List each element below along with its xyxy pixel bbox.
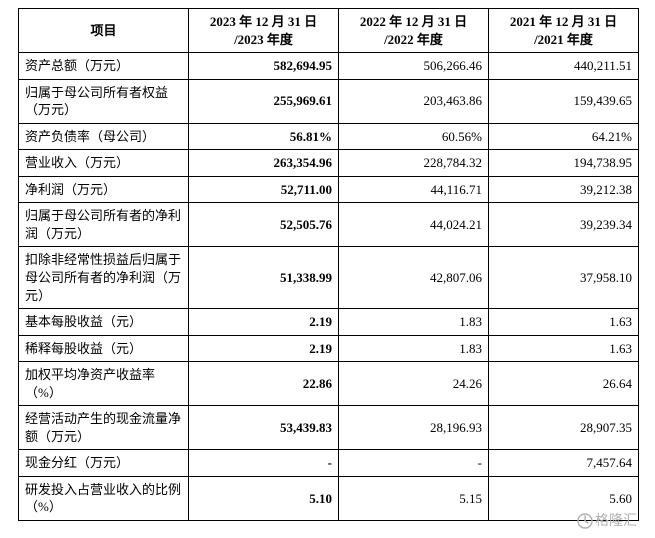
row-value: 7,457.64 [489, 450, 639, 477]
row-value: 26.64 [489, 362, 639, 406]
header-col-2022-line2: /2022 年度 [384, 32, 443, 47]
header-col-2021-line2: /2021 年度 [534, 32, 593, 47]
row-value: 53,439.83 [189, 406, 339, 450]
row-value: 2.19 [189, 335, 339, 362]
row-value: 1.63 [489, 335, 639, 362]
row-value: 39,212.38 [489, 176, 639, 203]
table-row: 现金分红（万元）--7,457.64 [19, 450, 639, 477]
header-col-2021-line1: 2021 年 12 月 31 日 [510, 14, 617, 29]
row-value: 506,266.46 [339, 53, 489, 80]
row-value: 263,354.96 [189, 150, 339, 177]
row-value: 5.10 [189, 476, 339, 520]
table-row: 经营活动产生的现金流量净额（万元）53,439.8328,196.9328,90… [19, 406, 639, 450]
row-value: 2.19 [189, 309, 339, 336]
header-col-2023: 2023 年 12 月 31 日 /2023 年度 [189, 9, 339, 53]
row-value: 24.26 [339, 362, 489, 406]
row-value: 44,024.21 [339, 203, 489, 247]
row-value: 28,907.35 [489, 406, 639, 450]
row-value: - [189, 450, 339, 477]
header-row: 项目 2023 年 12 月 31 日 /2023 年度 2022 年 12 月… [19, 9, 639, 53]
header-item: 项目 [19, 9, 189, 53]
table-row: 扣除非经常性损益后归属于母公司所有者的净利润（万元）51,338.9942,80… [19, 247, 639, 309]
row-value: - [339, 450, 489, 477]
row-value: 64.21% [489, 123, 639, 150]
row-value: 1.83 [339, 309, 489, 336]
row-value: 37,958.10 [489, 247, 639, 309]
row-label: 研发投入占营业收入的比例（%） [19, 476, 189, 520]
row-label: 营业收入（万元） [19, 150, 189, 177]
row-label: 扣除非经常性损益后归属于母公司所有者的净利润（万元） [19, 247, 189, 309]
header-col-2023-line1: 2023 年 12 月 31 日 [210, 14, 317, 29]
header-col-2022-line1: 2022 年 12 月 31 日 [360, 14, 467, 29]
table-row: 归属于母公司所有者的净利润（万元）52,505.7644,024.2139,23… [19, 203, 639, 247]
row-value: 440,211.51 [489, 53, 639, 80]
row-value: 39,239.34 [489, 203, 639, 247]
row-value: 5.60 [489, 476, 639, 520]
row-value: 60.56% [339, 123, 489, 150]
table-row: 归属于母公司所有者权益（万元）255,969.61203,463.86159,4… [19, 79, 639, 123]
table-row: 基本每股收益（元）2.191.831.63 [19, 309, 639, 336]
table-row: 净利润（万元）52,711.0044,116.7139,212.38 [19, 176, 639, 203]
row-value: 28,196.93 [339, 406, 489, 450]
row-label: 基本每股收益（元） [19, 309, 189, 336]
table-row: 资产负债率（母公司）56.81%60.56%64.21% [19, 123, 639, 150]
row-value: 255,969.61 [189, 79, 339, 123]
row-value: 56.81% [189, 123, 339, 150]
row-value: 5.15 [339, 476, 489, 520]
header-col-2021: 2021 年 12 月 31 日 /2021 年度 [489, 9, 639, 53]
row-label: 资产总额（万元） [19, 53, 189, 80]
table-body: 资产总额（万元）582,694.95506,266.46440,211.51归属… [19, 53, 639, 521]
row-value: 1.63 [489, 309, 639, 336]
header-col-2022: 2022 年 12 月 31 日 /2022 年度 [339, 9, 489, 53]
row-label: 归属于母公司所有者的净利润（万元） [19, 203, 189, 247]
row-value: 44,116.71 [339, 176, 489, 203]
row-value: 51,338.99 [189, 247, 339, 309]
row-value: 42,807.06 [339, 247, 489, 309]
table-row: 资产总额（万元）582,694.95506,266.46440,211.51 [19, 53, 639, 80]
row-label: 加权平均净资产收益率（%） [19, 362, 189, 406]
financial-table: 项目 2023 年 12 月 31 日 /2023 年度 2022 年 12 月… [18, 8, 639, 521]
row-label: 经营活动产生的现金流量净额（万元） [19, 406, 189, 450]
row-value: 228,784.32 [339, 150, 489, 177]
row-value: 52,711.00 [189, 176, 339, 203]
header-col-2023-line2: /2023 年度 [234, 32, 293, 47]
row-label: 净利润（万元） [19, 176, 189, 203]
row-value: 194,738.95 [489, 150, 639, 177]
row-value: 203,463.86 [339, 79, 489, 123]
table-row: 研发投入占营业收入的比例（%）5.105.155.60 [19, 476, 639, 520]
row-label: 归属于母公司所有者权益（万元） [19, 79, 189, 123]
table-row: 加权平均净资产收益率（%）22.8624.2626.64 [19, 362, 639, 406]
row-value: 52,505.76 [189, 203, 339, 247]
table-row: 稀释每股收益（元）2.191.831.63 [19, 335, 639, 362]
row-label: 稀释每股收益（元） [19, 335, 189, 362]
row-value: 159,439.65 [489, 79, 639, 123]
row-value: 22.86 [189, 362, 339, 406]
table-row: 营业收入（万元）263,354.96228,784.32194,738.95 [19, 150, 639, 177]
row-label: 现金分红（万元） [19, 450, 189, 477]
row-value: 582,694.95 [189, 53, 339, 80]
row-value: 1.83 [339, 335, 489, 362]
row-label: 资产负债率（母公司） [19, 123, 189, 150]
